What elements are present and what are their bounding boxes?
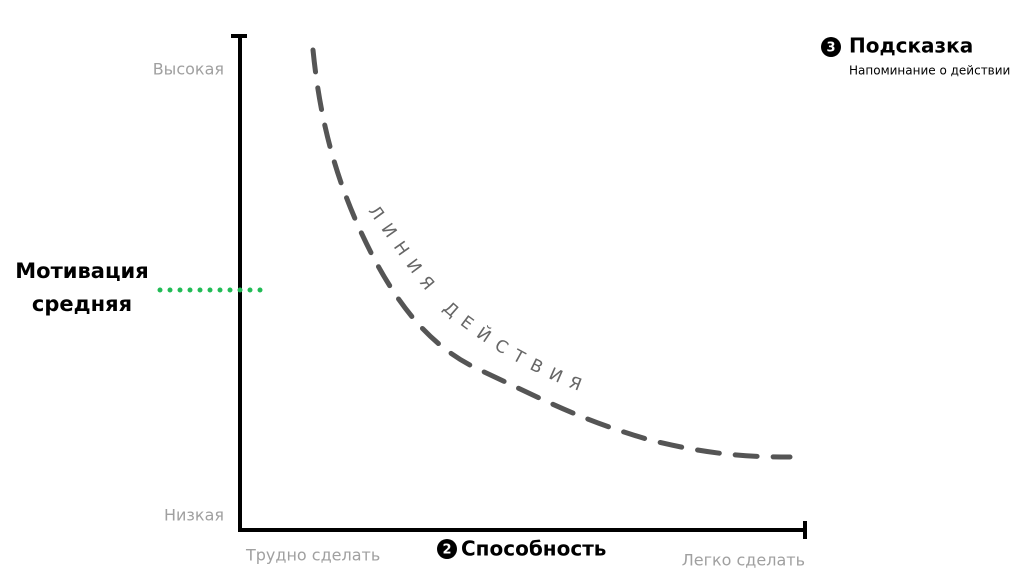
number-badge-text: 3 — [826, 41, 835, 56]
motivation-line: средняя — [32, 292, 132, 316]
action-line — [310, 47, 793, 460]
motivation-line: Мотивация — [15, 259, 148, 283]
number-badge-text: 2 — [442, 543, 451, 558]
x-easy: Легко сделать — [682, 551, 805, 570]
number-badge — [437, 539, 457, 559]
number-badge — [821, 37, 841, 57]
prompt-title: Подсказка — [849, 34, 973, 58]
y-high: Высокая — [153, 60, 224, 79]
y-low: Низкая — [164, 506, 224, 525]
x-hard: Трудно сделать — [245, 546, 380, 565]
prompt-subtitle: Напоминание о действии — [849, 64, 1010, 78]
x-title: Способность — [461, 537, 606, 561]
